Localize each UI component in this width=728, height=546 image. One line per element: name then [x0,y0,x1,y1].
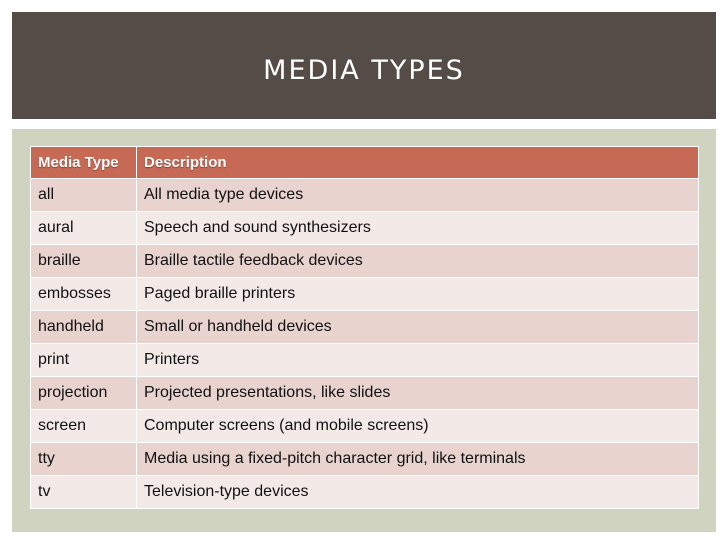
description-cell: Media using a fixed-pitch character grid… [136,442,699,476]
media-type-cell: all [30,178,137,212]
description-cell: All media type devices [136,178,699,212]
description-cell: Small or handheld devices [136,310,699,344]
table-row: tv Television-type devices [30,475,699,509]
media-type-cell: embosses [30,277,137,311]
header-description: Description [136,146,699,179]
description-cell: Computer screens (and mobile screens) [136,409,699,443]
table-row: projection Projected presentations, like… [30,376,699,410]
table-row: embosses Paged braille printers [30,277,699,311]
description-cell: Television-type devices [136,475,699,509]
table-row: all All media type devices [30,178,699,212]
slide-title: MEDIA TYPES [263,55,465,86]
description-cell: Paged braille printers [136,277,699,311]
table-header-row: Media Type Description [30,146,699,179]
table-row: aural Speech and sound synthesizers [30,211,699,245]
media-types-table: Media Type Description all All media typ… [30,146,699,509]
table-row: braille Braille tactile feedback devices [30,244,699,278]
description-cell: Projected presentations, like slides [136,376,699,410]
header-media-type: Media Type [30,146,137,179]
media-type-cell: tty [30,442,137,476]
media-type-cell: braille [30,244,137,278]
table-row: screen Computer screens (and mobile scre… [30,409,699,443]
table-row: print Printers [30,343,699,377]
media-type-cell: print [30,343,137,377]
description-cell: Speech and sound synthesizers [136,211,699,245]
media-type-cell: projection [30,376,137,410]
media-type-cell: handheld [30,310,137,344]
media-type-cell: tv [30,475,137,509]
title-bar: MEDIA TYPES [12,12,716,119]
table-row: handheld Small or handheld devices [30,310,699,344]
table-row: tty Media using a fixed-pitch character … [30,442,699,476]
content-panel: Media Type Description all All media typ… [12,129,716,532]
media-type-cell: screen [30,409,137,443]
media-type-cell: aural [30,211,137,245]
description-cell: Printers [136,343,699,377]
description-cell: Braille tactile feedback devices [136,244,699,278]
